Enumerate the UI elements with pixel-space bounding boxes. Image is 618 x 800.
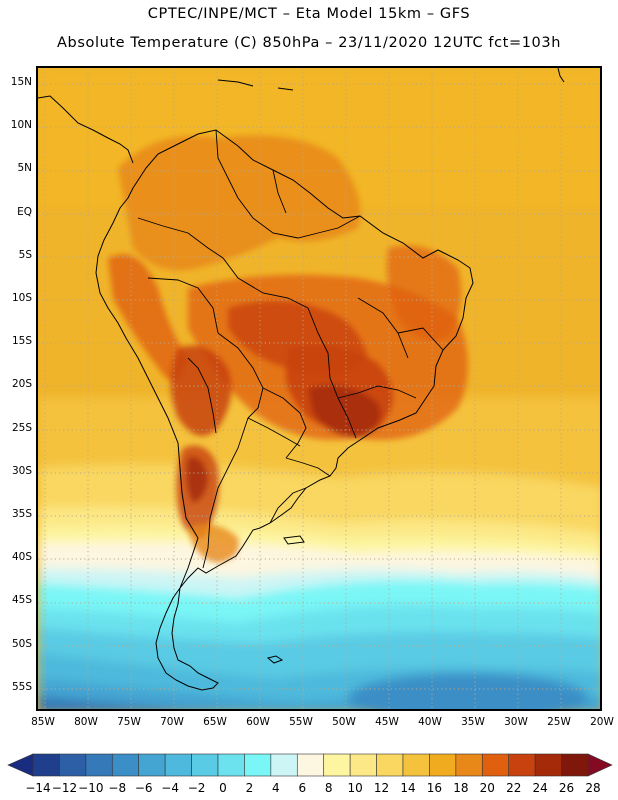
colorbar-tick-label: −6 — [134, 781, 153, 795]
colorbar-swatch — [138, 753, 166, 777]
latitude-label: 55S — [11, 680, 32, 693]
latitude-label: 30S — [11, 464, 32, 477]
temperature-colorbar — [7, 753, 613, 777]
latitude-label: 25S — [11, 421, 32, 434]
colorbar-tick-label: −2 — [187, 781, 206, 795]
longitude-label: 85W — [31, 716, 55, 728]
colorbar-swatch — [402, 753, 430, 777]
longitude-label: 50W — [332, 716, 356, 728]
temperature-map — [36, 66, 602, 711]
longitude-label: 65W — [203, 716, 227, 728]
continent-outline — [95, 129, 474, 691]
country-borders — [137, 129, 444, 569]
colorbar-tick-label: 0 — [219, 781, 227, 795]
colorbar-swatch — [85, 753, 113, 777]
latitude-label: 40S — [11, 551, 32, 564]
longitude-label: 60W — [246, 716, 270, 728]
colorbar-swatch — [191, 753, 219, 777]
longitude-label: 55W — [289, 716, 313, 728]
longitude-label: 45W — [375, 716, 399, 728]
colorbar-tick-label: 6 — [298, 781, 307, 795]
longitude-label: 20W — [590, 716, 614, 728]
colorbar-swatch — [508, 753, 536, 777]
colorbar-swatch — [561, 753, 589, 777]
coastline — [38, 68, 565, 691]
longitude-label: 40W — [418, 716, 442, 728]
latitude-label: 10N — [10, 119, 32, 132]
colorbar-over-arrow — [587, 753, 613, 777]
colorbar-tick-label: −14 — [25, 781, 51, 795]
longitude-label: 25W — [547, 716, 571, 728]
colorbar-swatch — [455, 753, 483, 777]
longitude-label: 35W — [461, 716, 485, 728]
latitude-label: 45S — [11, 594, 32, 607]
longitude-label: 80W — [74, 716, 98, 728]
colorbar-tick-label: 22 — [506, 781, 522, 795]
colorbar-tick-label: −8 — [108, 781, 127, 795]
latitude-label: 10S — [11, 292, 32, 304]
map-title-line-1: CPTEC/INPE/MCT – Eta Model 15km – GFS — [147, 6, 471, 22]
latitude-label: 5N — [17, 162, 32, 175]
colorbar-under-arrow — [7, 753, 34, 777]
warm-anomalies — [108, 135, 468, 563]
colorbar-tick-label: −12 — [51, 781, 78, 795]
colorbar-tick-label: 10 — [347, 781, 363, 795]
colorbar-swatch — [217, 753, 245, 777]
latitude-label: 15N — [10, 76, 32, 88]
latitude-label: EQ — [17, 205, 32, 218]
colorbar-swatch — [376, 753, 404, 777]
map-title-line-2: Absolute Temperature (C) 850hPa – 23/11/… — [57, 35, 561, 51]
colorbar-tick-label: 28 — [585, 781, 601, 795]
colorbar-swatch — [349, 753, 377, 777]
colorbar-swatch — [534, 753, 562, 777]
colorbar-swatch — [59, 753, 87, 777]
colorbar-swatch — [296, 753, 325, 777]
colorbar-swatch — [111, 753, 140, 777]
colorbar-swatch — [270, 753, 298, 777]
colorbar-tick-label: 12 — [373, 781, 390, 795]
latitude-label: 50S — [11, 637, 32, 650]
latitude-label: 5S — [18, 248, 32, 261]
latitude-label: 15S — [11, 335, 32, 348]
colorbar-tick-label: 16 — [426, 781, 443, 795]
colorbar-tick-label: 20 — [479, 781, 495, 795]
colorbar-swatch — [244, 753, 272, 777]
colorbar-tick-label: 18 — [453, 781, 469, 795]
colorbar-tick-label: 4 — [272, 781, 280, 795]
latitude-label: 20S — [11, 378, 32, 391]
colorbar-swatch — [32, 753, 60, 777]
longitude-label: 70W — [160, 716, 184, 728]
colorbar-tick-label: 8 — [324, 781, 333, 795]
colorbar-swatch — [323, 753, 351, 777]
longitude-label: 75W — [117, 716, 141, 728]
colorbar-swatch — [164, 753, 192, 777]
latitude-label: 35S — [11, 508, 32, 520]
colorbar-tick-label: −10 — [78, 781, 104, 795]
colorbar-tick-label: 24 — [532, 781, 548, 795]
colorbar-tick-label: 2 — [245, 781, 254, 795]
longitude-label: 30W — [504, 716, 528, 728]
colorbar-swatch — [429, 753, 457, 777]
colorbar-tick-label: −4 — [161, 781, 179, 795]
colorbar-swatch — [481, 753, 510, 777]
colorbar-tick-label: 26 — [558, 781, 575, 795]
temperature-field — [38, 68, 600, 709]
colorbar-tick-label: 14 — [400, 781, 416, 795]
